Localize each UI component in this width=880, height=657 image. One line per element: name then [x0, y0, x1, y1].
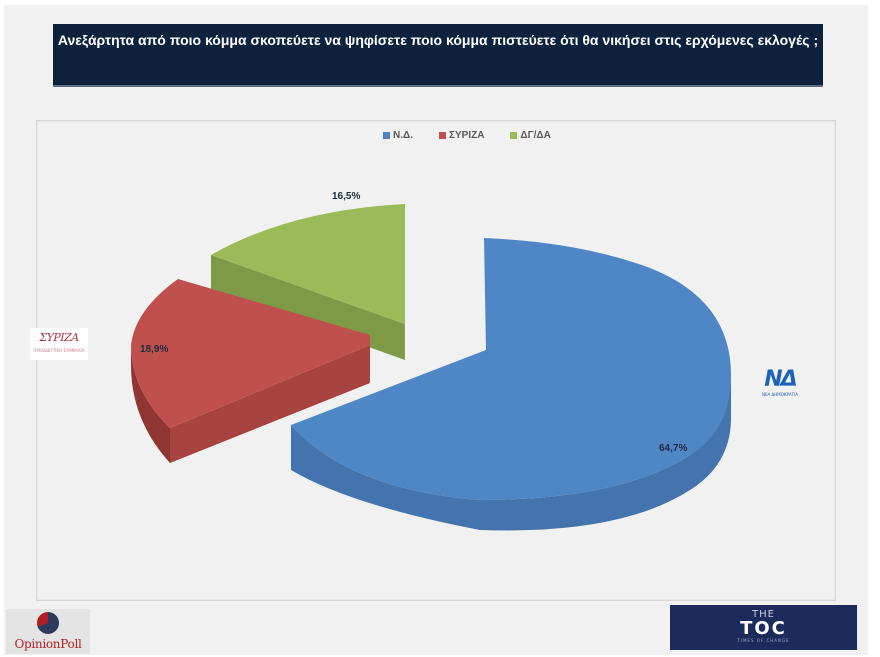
legend-swatch-dgda	[510, 132, 518, 139]
toc-logo-main: TOC	[740, 618, 787, 639]
nd-logo-subtitle: ΝΕΑ ΔΗΜΟΚΡΑΤΙΑ	[761, 392, 798, 397]
opinionpoll-logo-text: OpinionPoll	[14, 637, 82, 651]
legend-label-dgda: ΔΓ/ΔΑ	[520, 130, 551, 141]
legend-swatch-nd	[383, 132, 390, 139]
legend-label-syriza: ΣΥΡΙΖΑ	[448, 130, 485, 141]
pie-slice-syriza	[131, 279, 370, 463]
legend-item-nd: Ν.Δ.	[383, 130, 413, 141]
chart-title-banner: Ανεξάρτητα από ποιο κόμμα σκοπεύετε να ψ…	[53, 24, 823, 87]
nd-logo: ΝΔ ΝΕΑ ΔΗΜΟΚΡΑΤΙΑ	[752, 368, 808, 404]
legend-item-dgda: ΔΓ/ΔΑ	[510, 130, 551, 141]
legend-item-syriza: ΣΥΡΙΖΑ	[438, 130, 485, 141]
legend-swatch-syriza	[438, 132, 446, 139]
legend-label-nd: Ν.Δ.	[393, 130, 413, 141]
syriza-logo-text: ΣΥΡΙΖΑ	[39, 331, 79, 344]
toc-logo-the: THE	[752, 609, 775, 620]
pie-slice-nd	[291, 238, 731, 531]
syriza-logo: ΣΥΡΙΖΑ ΠΡΟΟΔΕΥΤΙΚΗ ΣΥΜΜΑΧΙΑ	[30, 328, 88, 360]
chart-title: Ανεξάρτητα από ποιο κόμμα σκοπεύετε να ψ…	[57, 32, 819, 48]
opinionpoll-logo: OpinionPoll	[6, 609, 90, 654]
data-label-nd: 64,7%	[659, 443, 688, 454]
data-label-dgda: 16,5%	[332, 191, 361, 202]
the-toc-logo: THE TOC TIMES OF CHANGE	[670, 605, 857, 650]
chart-legend: Ν.Δ. ΣΥΡΙΖΑ ΔΓ/ΔΑ	[383, 130, 551, 141]
syriza-logo-subtitle: ΠΡΟΟΔΕΥΤΙΚΗ ΣΥΜΜΑΧΙΑ	[33, 348, 85, 353]
toc-logo-tagline: TIMES OF CHANGE	[737, 638, 790, 643]
nd-logo-mark: ΝΔ	[764, 367, 797, 392]
opinionpoll-pie-icon	[37, 612, 59, 634]
data-label-syriza: 18,9%	[140, 344, 169, 355]
